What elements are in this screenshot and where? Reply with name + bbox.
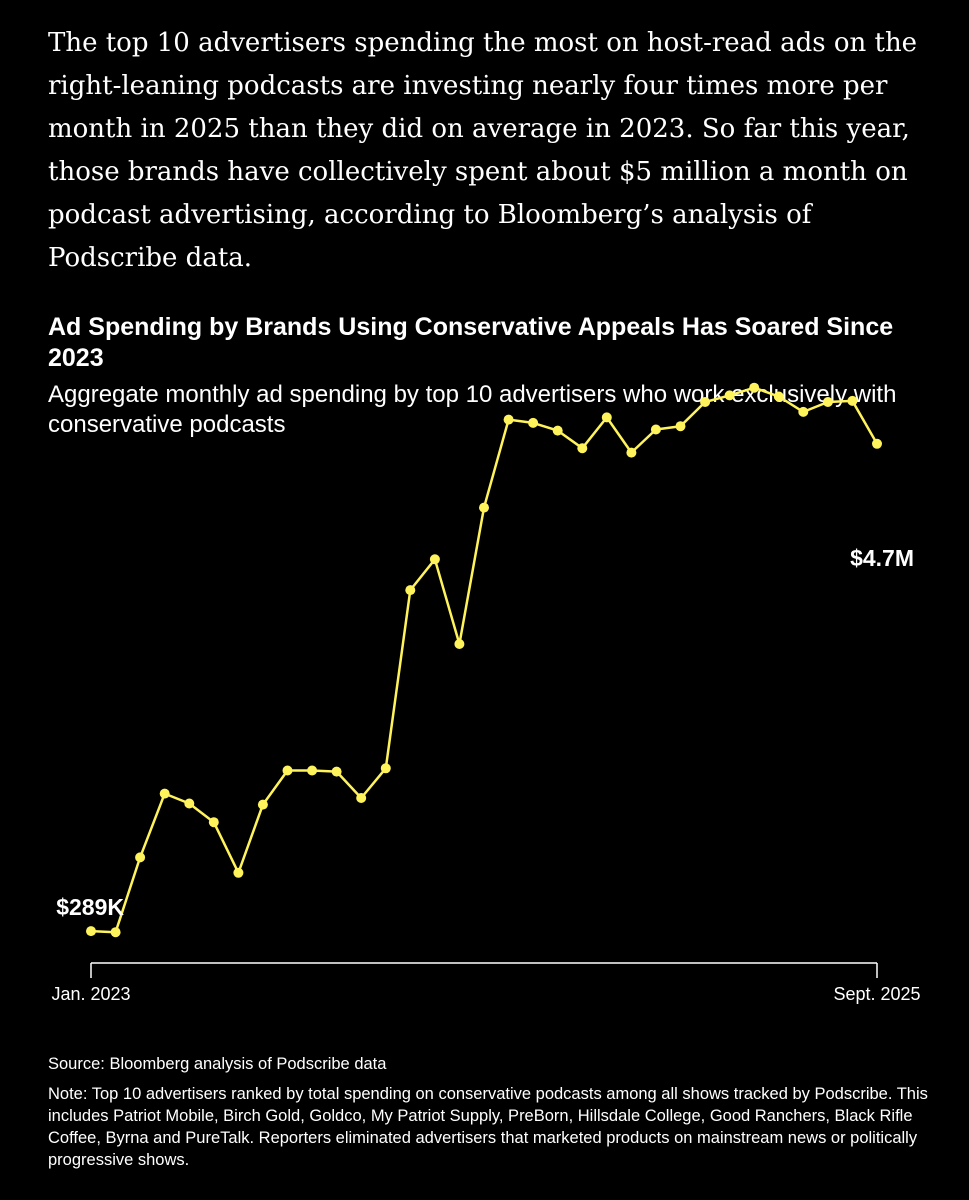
series-line bbox=[89, 386, 879, 934]
data-point bbox=[233, 867, 244, 878]
source-note: Source: Bloomberg analysis of Podscribe … bbox=[48, 1055, 387, 1073]
x-axis-end-label: Sept. 2025 bbox=[833, 984, 920, 1004]
data-point bbox=[650, 424, 661, 435]
chart-title: Ad Spending by Brands Using Conservative… bbox=[48, 313, 894, 372]
data-points bbox=[86, 382, 882, 938]
data-point bbox=[601, 412, 612, 423]
methodology-note: Note: Top 10 advertisers ranked by total… bbox=[48, 1085, 928, 1169]
data-point bbox=[307, 765, 318, 776]
data-point bbox=[86, 926, 96, 937]
data-point bbox=[184, 798, 195, 809]
data-point bbox=[208, 817, 219, 828]
line-chart: Jan. 2023 Sept. 2025 $289K $4.7M bbox=[51, 382, 921, 1004]
data-point bbox=[257, 799, 268, 810]
data-point bbox=[724, 390, 735, 401]
data-point bbox=[749, 382, 760, 393]
data-point bbox=[356, 793, 367, 803]
data-point bbox=[626, 447, 637, 458]
data-point bbox=[700, 397, 711, 407]
data-point bbox=[135, 852, 146, 863]
data-point bbox=[675, 421, 686, 432]
data-point bbox=[479, 502, 489, 513]
data-point bbox=[847, 395, 858, 406]
data-point bbox=[454, 639, 465, 649]
data-point bbox=[429, 554, 440, 565]
data-point bbox=[405, 585, 416, 596]
data-point bbox=[503, 414, 514, 425]
data-point bbox=[282, 765, 293, 776]
end-value-label: $4.7M bbox=[850, 545, 914, 571]
data-point bbox=[159, 788, 170, 799]
data-point bbox=[110, 927, 121, 938]
data-point bbox=[380, 763, 391, 774]
data-point bbox=[552, 425, 563, 436]
intro-paragraph: The top 10 advertisers spending the most… bbox=[48, 28, 918, 273]
data-point bbox=[798, 406, 809, 417]
data-point bbox=[773, 391, 784, 402]
data-point bbox=[528, 417, 539, 428]
x-axis-start-label: Jan. 2023 bbox=[51, 984, 130, 1004]
data-point bbox=[872, 438, 882, 449]
data-point bbox=[331, 766, 342, 777]
data-point bbox=[822, 397, 833, 407]
start-value-label: $289K bbox=[56, 894, 124, 920]
data-point bbox=[577, 443, 588, 454]
